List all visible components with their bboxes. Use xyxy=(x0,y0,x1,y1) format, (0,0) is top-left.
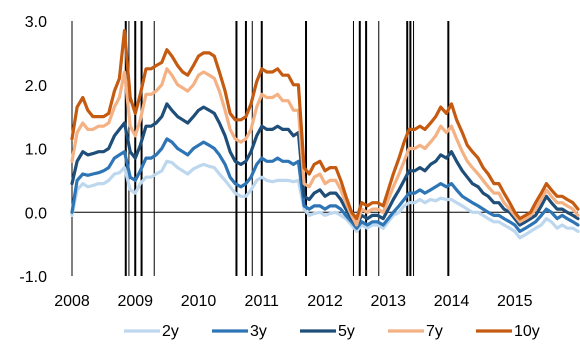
y-tick-label: 0.0 xyxy=(25,205,47,222)
axes xyxy=(71,21,578,276)
legend-label-3y: 3y xyxy=(250,323,267,340)
x-tick-label: 2010 xyxy=(181,293,217,310)
series-line-10y xyxy=(70,29,580,221)
legend: 2y 3y 5y 7y 10y xyxy=(124,323,540,340)
legend-label-5y: 5y xyxy=(338,323,355,340)
legend-label-10y: 10y xyxy=(514,323,540,340)
x-tick-label: 2015 xyxy=(497,293,533,310)
y-tick-label: 3.0 xyxy=(25,14,47,31)
x-tick-label: 2013 xyxy=(370,293,406,310)
x-tick-label: 2011 xyxy=(245,293,280,310)
series-line-7y xyxy=(70,67,580,227)
x-tick-label: 2008 xyxy=(54,293,90,310)
y-tick-label: 2.0 xyxy=(25,78,47,95)
event-lines xyxy=(124,21,450,276)
series-lines xyxy=(70,29,580,240)
y-tick-labels: -1.0 0.0 1.0 2.0 3.0 xyxy=(19,14,47,286)
x-tick-label: 2014 xyxy=(434,293,470,310)
x-tick-label: 2012 xyxy=(307,293,343,310)
series-line-2y xyxy=(70,159,580,240)
series-line-5y xyxy=(70,102,580,227)
y-tick-label: -1.0 xyxy=(19,269,47,286)
legend-label-7y: 7y xyxy=(426,323,443,340)
series-line-3y xyxy=(70,137,580,233)
x-tick-labels: 2008 2009 2010 2011 2012 2013 2014 2015 xyxy=(54,293,532,310)
y-tick-label: 1.0 xyxy=(25,142,47,159)
x-tick-label: 2009 xyxy=(117,293,153,310)
legend-label-2y: 2y xyxy=(162,323,179,340)
